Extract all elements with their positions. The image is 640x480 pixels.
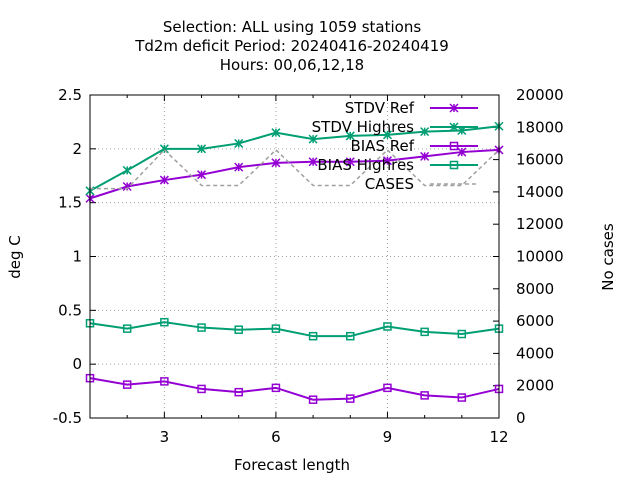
series-line-2 xyxy=(89,377,500,401)
series-line-1 xyxy=(89,125,500,192)
chart-title: Selection: ALL using 1059 stations Td2m … xyxy=(134,18,449,74)
y-axis-label: deg C xyxy=(6,235,24,279)
legend-marker xyxy=(449,122,459,132)
data-point xyxy=(457,393,467,402)
data-point xyxy=(234,162,244,172)
y2-tick-label: 0 xyxy=(516,409,526,427)
data-point xyxy=(271,383,281,393)
chart-title-line-3: Hours: 00,06,12,18 xyxy=(220,56,364,74)
series-line-3 xyxy=(89,321,500,338)
data-point xyxy=(308,157,318,167)
data-point xyxy=(160,317,169,327)
legend-marker xyxy=(449,141,459,151)
data-point xyxy=(346,394,355,403)
y-tick-label: 1.5 xyxy=(58,194,82,212)
chart-title-line-1: Selection: ALL using 1059 stations xyxy=(163,18,422,36)
data-point xyxy=(122,165,132,175)
data-point xyxy=(382,130,392,140)
data-point xyxy=(420,151,430,161)
data-point xyxy=(234,325,243,334)
data-point xyxy=(308,134,318,144)
data-point xyxy=(345,157,355,167)
y2-tick-label: 4000 xyxy=(516,344,554,362)
y2-tick-label: 20000 xyxy=(516,86,564,104)
data-point xyxy=(271,324,281,333)
data-point xyxy=(457,147,467,157)
y-tick-label: 1 xyxy=(72,248,82,266)
legend-marker xyxy=(449,103,459,113)
series-line-0 xyxy=(89,148,500,200)
data-point xyxy=(346,331,355,341)
y2-tick-label: 12000 xyxy=(516,215,564,233)
y-tick-label: 2 xyxy=(72,140,82,158)
data-point xyxy=(234,387,243,397)
y2-tick-label: 2000 xyxy=(516,377,554,395)
grid xyxy=(90,95,499,418)
data-point xyxy=(197,170,207,180)
legend-label: STDV Ref xyxy=(345,99,415,117)
axis-ticks: -0.5 0 0.5 1 1.5 2 2.5 3 6 9 12 0 2000 4000 6000 8000 10… xyxy=(53,86,564,446)
data-point xyxy=(197,144,207,154)
y2-tick-label: 16000 xyxy=(516,151,564,169)
data-point xyxy=(420,327,429,337)
y2-tick-label: 6000 xyxy=(516,312,554,330)
series-group xyxy=(85,121,504,404)
y-tick-label: 0 xyxy=(72,355,82,373)
x-tick-label: 3 xyxy=(160,428,170,446)
y-tick-label: -0.5 xyxy=(53,409,82,427)
y2-tick-label: 18000 xyxy=(516,118,564,136)
x-tick-label: 12 xyxy=(489,428,508,446)
data-point xyxy=(382,156,392,166)
data-point xyxy=(197,384,206,394)
legend-label: BIAS Highres xyxy=(317,156,414,174)
data-point xyxy=(159,175,169,185)
legend-label: STDV Highres xyxy=(312,118,415,136)
x-tick-label: 6 xyxy=(271,428,281,446)
data-point xyxy=(420,127,430,137)
plot-frame xyxy=(89,94,500,419)
data-point xyxy=(345,131,355,141)
data-point xyxy=(383,383,392,393)
y2-tick-label: 14000 xyxy=(516,183,564,201)
y2-axis-label: No cases xyxy=(599,223,617,291)
series-line-4 xyxy=(90,148,500,190)
x-axis-label: Forecast length xyxy=(234,456,350,474)
x-tick-label: 9 xyxy=(383,428,393,446)
y-tick-label: 0.5 xyxy=(58,301,82,319)
legend-marker xyxy=(449,160,459,170)
data-point xyxy=(197,323,206,332)
data-point xyxy=(420,391,429,400)
chart-title-line-2: Td2m deficit Period: 20240416-20240419 xyxy=(134,37,449,55)
data-point xyxy=(383,322,392,331)
data-point xyxy=(234,138,244,148)
y2-tick-label: 8000 xyxy=(516,280,554,298)
data-point xyxy=(308,331,318,341)
data-point xyxy=(122,324,132,333)
legend-label: CASES xyxy=(365,175,414,193)
legend-label: BIAS Ref xyxy=(350,137,414,155)
data-point xyxy=(271,158,281,168)
data-point xyxy=(122,380,132,389)
data-point xyxy=(271,128,281,138)
y2-tick-label: 10000 xyxy=(516,248,564,266)
data-point xyxy=(457,329,467,339)
data-point xyxy=(308,395,318,404)
data-point xyxy=(160,377,169,386)
y-tick-label: 2.5 xyxy=(58,86,82,104)
